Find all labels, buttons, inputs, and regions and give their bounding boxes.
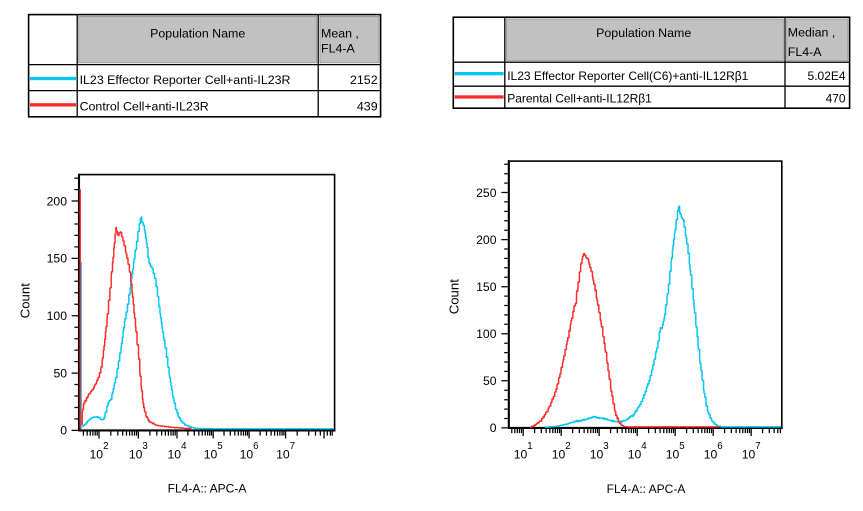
svg-text:470: 470 <box>826 92 846 106</box>
svg-text:Count: Count <box>447 279 462 315</box>
svg-text:250: 250 <box>476 186 497 200</box>
svg-text:IL23 Effector Reporter Cell+an: IL23 Effector Reporter Cell+anti-IL23R <box>80 73 291 87</box>
svg-text:100: 100 <box>476 327 497 341</box>
svg-text:100: 100 <box>47 309 68 323</box>
svg-text:200: 200 <box>476 233 497 247</box>
svg-text:0: 0 <box>490 421 497 435</box>
svg-text:5.02E4: 5.02E4 <box>808 69 846 83</box>
svg-text:50: 50 <box>53 366 67 380</box>
svg-text:FL4-A: FL4-A <box>321 41 355 55</box>
svg-text:FL4-A:: APC-A: FL4-A:: APC-A <box>168 482 247 496</box>
svg-text:FL4-A:: APC-A: FL4-A:: APC-A <box>607 482 686 496</box>
svg-text:Parental Cell+anti-IL12Rβ1: Parental Cell+anti-IL12Rβ1 <box>507 92 652 106</box>
svg-text:Population Name: Population Name <box>150 26 245 40</box>
svg-text:FL4-A: FL4-A <box>788 45 822 59</box>
svg-text:439: 439 <box>357 99 378 113</box>
svg-text:Count: Count <box>18 283 33 319</box>
svg-text:Mean ,: Mean , <box>321 26 359 40</box>
svg-text:IL23 Effector Reporter Cell(C6: IL23 Effector Reporter Cell(C6)+anti-IL1… <box>507 69 748 83</box>
svg-text:150: 150 <box>47 252 68 266</box>
svg-text:Control Cell+anti-IL23R: Control Cell+anti-IL23R <box>80 99 209 113</box>
svg-text:2152: 2152 <box>350 73 378 87</box>
svg-text:150: 150 <box>476 280 497 294</box>
svg-text:200: 200 <box>47 194 68 208</box>
svg-text:0: 0 <box>60 424 67 438</box>
svg-text:50: 50 <box>483 374 497 388</box>
svg-text:Population Name: Population Name <box>596 26 691 40</box>
svg-text:Median ,: Median , <box>788 26 836 40</box>
